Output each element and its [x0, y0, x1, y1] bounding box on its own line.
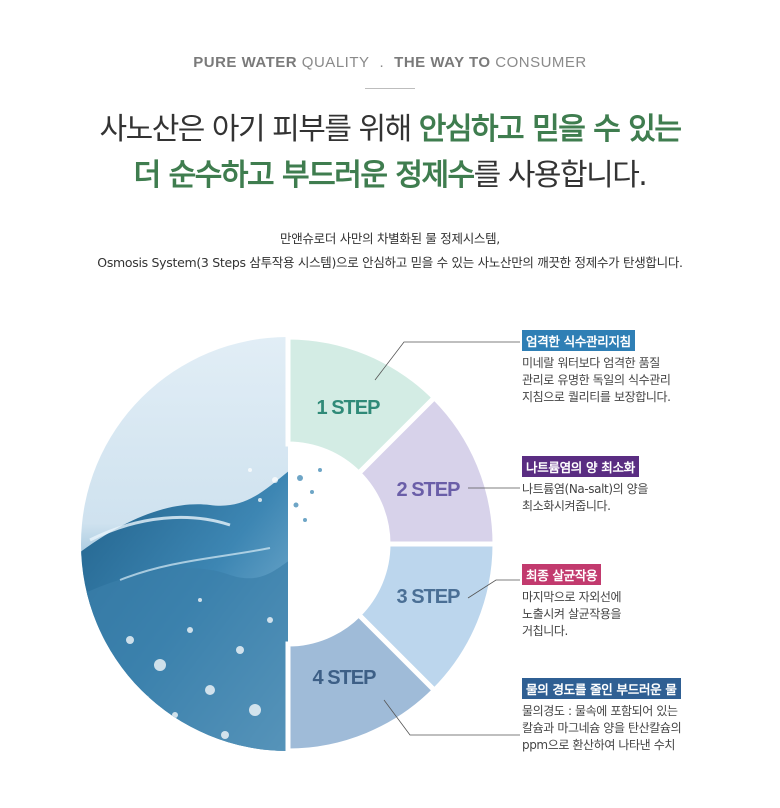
step3-desc-line: 마지막으로 자외선에 — [522, 590, 622, 604]
step4-desc-line: 칼슘과 마그네슘 양을 탄산칼슘의 — [522, 721, 682, 735]
step1-desc: 미네랄 워터보다 엄격한 품질 관리로 유명한 독일의 식수관리 지침으로 퀄리… — [522, 355, 762, 406]
intro-line2: Osmosis System(3 Steps 삼투작용 시스템)으로 안심하고 … — [97, 255, 683, 270]
step1-desc-line: 관리로 유명한 독일의 식수관리 — [522, 373, 671, 387]
step2-title: 나트륨염의 양 최소화 — [522, 456, 639, 477]
step4-title: 물의 경도를 줄인 부드러운 물 — [522, 678, 681, 699]
step4-leader — [383, 699, 520, 736]
tagline-part2-rest: CONSUMER — [490, 54, 587, 71]
step4-desc-line: ppm으로 환산하여 나타낸 수치 — [522, 738, 676, 752]
step1-desc-line: 지침으로 퀄리티를 보장합니다. — [522, 390, 671, 404]
step4-label: 4 STEP — [313, 667, 377, 689]
step4-desc-line: 물의경도 : 물속에 포함되어 있는 — [522, 704, 678, 718]
tagline-dot: . — [379, 54, 385, 71]
step2-info: 나트륨염의 양 최소화 나트륨염(Na-salt)의 양을 최소화시켜줍니다. — [522, 456, 762, 515]
step3-label: 3 STEP — [397, 586, 461, 608]
step3-desc: 마지막으로 자외선에 노출시켜 살균작용을 거칩니다. — [522, 589, 762, 640]
tagline-part1-bold: PURE WATER — [193, 54, 298, 71]
step3-info: 최종 살균작용 마지막으로 자외선에 노출시켜 살균작용을 거칩니다. — [522, 564, 762, 640]
tagline: PURE WATER QUALITY. THE WAY TO CONSUMER — [0, 54, 780, 71]
divider — [365, 88, 415, 89]
tagline-part1-rest: QUALITY — [297, 54, 370, 71]
step1-info: 엄격한 식수관리지침 미네랄 워터보다 엄격한 품질 관리로 유명한 독일의 식… — [522, 330, 762, 406]
headline-line2: 더 순수하고 부드러운 정제수를 사용합니다. — [0, 150, 780, 194]
headline-line1: 사노산은 아기 피부를 위해 안심하고 믿을 수 있는 — [0, 104, 780, 148]
step1-desc-line: 미네랄 워터보다 엄격한 품질 — [522, 356, 660, 370]
tagline-part2-bold: THE WAY TO — [394, 54, 491, 71]
step4-info: 물의 경도를 줄인 부드러운 물 물의경도 : 물속에 포함되어 있는 칼슘과 … — [522, 678, 762, 754]
step4-desc: 물의경도 : 물속에 포함되어 있는 칼슘과 마그네슘 양을 탄산칼슘의 ppm… — [522, 703, 762, 754]
step3-desc-line: 노출시켜 살균작용을 — [522, 607, 622, 621]
step3-desc-line: 거칩니다. — [522, 624, 568, 638]
step2-desc-line: 나트륨염(Na-salt)의 양을 — [522, 482, 648, 496]
step2-desc: 나트륨염(Na-salt)의 양을 최소화시켜줍니다. — [522, 481, 762, 515]
step1-leader — [374, 341, 520, 381]
step1-label: 1 STEP — [317, 397, 381, 419]
step2-label: 2 STEP — [397, 479, 461, 501]
step3-leader — [467, 579, 520, 599]
headline-line2-plain: 를 사용합니다. — [473, 158, 648, 193]
step2-desc-line: 최소화시켜줍니다. — [522, 499, 611, 513]
step3-title: 최종 살균작용 — [522, 564, 602, 585]
headline-line2-highlight: 더 순수하고 부드러운 정제수 — [133, 158, 476, 193]
intro-line1: 만앤슈로더 사만의 차별화된 물 정제시스템, — [280, 231, 500, 246]
headline-line1-highlight: 안심하고 믿을 수 있는 — [418, 112, 682, 147]
water-splash-icon — [81, 337, 288, 751]
headline-line1-plain: 사노산은 아기 피부를 위해 — [99, 112, 419, 147]
droplets — [293, 468, 322, 522]
step1-title: 엄격한 식수관리지침 — [522, 330, 635, 351]
